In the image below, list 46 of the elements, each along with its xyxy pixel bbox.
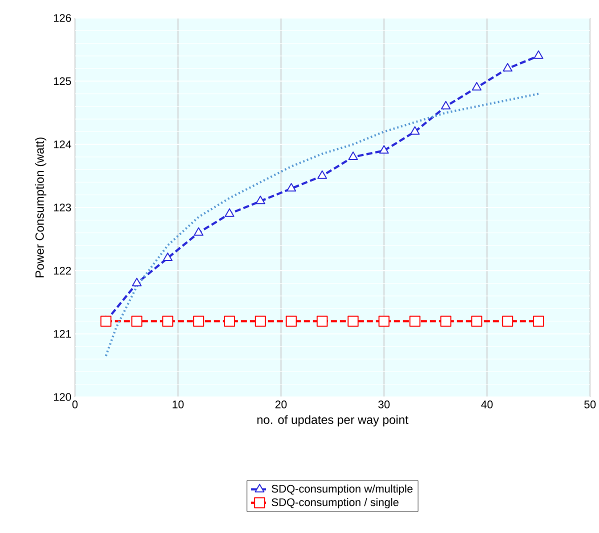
point	[379, 145, 389, 154]
point	[162, 252, 173, 262]
x-axis-title: no. of updates per way point	[257, 415, 408, 426]
point	[502, 63, 512, 72]
x-tick-label: 30	[378, 400, 390, 408]
x-tick-label: 20	[275, 400, 287, 408]
legend-label: SDQ-consumption / single	[272, 498, 398, 508]
point	[378, 316, 390, 327]
point	[409, 316, 420, 327]
y-tick-label: 123	[54, 204, 71, 212]
point	[254, 316, 266, 327]
y-tick-label: 122	[54, 266, 71, 275]
point	[316, 316, 328, 327]
point	[440, 316, 452, 327]
y-tick-label: 120	[54, 393, 72, 401]
point	[410, 126, 420, 135]
point	[471, 316, 482, 327]
point	[286, 316, 297, 327]
point	[348, 151, 358, 160]
point	[162, 316, 174, 327]
x-tick-label: 50	[584, 400, 596, 408]
point	[348, 316, 359, 327]
point	[472, 82, 482, 90]
point	[502, 316, 514, 327]
point	[533, 316, 544, 327]
point	[194, 227, 204, 236]
y-tick-label: 126	[54, 14, 71, 22]
x-tick-label: 40	[481, 400, 493, 408]
point	[132, 278, 142, 286]
point	[440, 100, 451, 110]
legend-label: SDQ-consumption w/multiple	[272, 484, 413, 495]
point	[224, 208, 234, 217]
point	[100, 316, 112, 327]
x-tick-label: 10	[172, 400, 184, 408]
point	[317, 170, 328, 179]
point	[286, 183, 296, 192]
point	[131, 316, 142, 327]
point	[534, 50, 544, 59]
y-tick-label: 124	[54, 140, 72, 148]
x-tick-label: 0	[72, 400, 78, 408]
y-axis-title: Power Consumption (watt)	[35, 138, 46, 278]
y-tick-label: 125	[54, 77, 71, 86]
point	[224, 316, 235, 327]
y-tick-label: 121	[54, 330, 71, 338]
point	[193, 316, 204, 327]
point	[256, 196, 266, 204]
